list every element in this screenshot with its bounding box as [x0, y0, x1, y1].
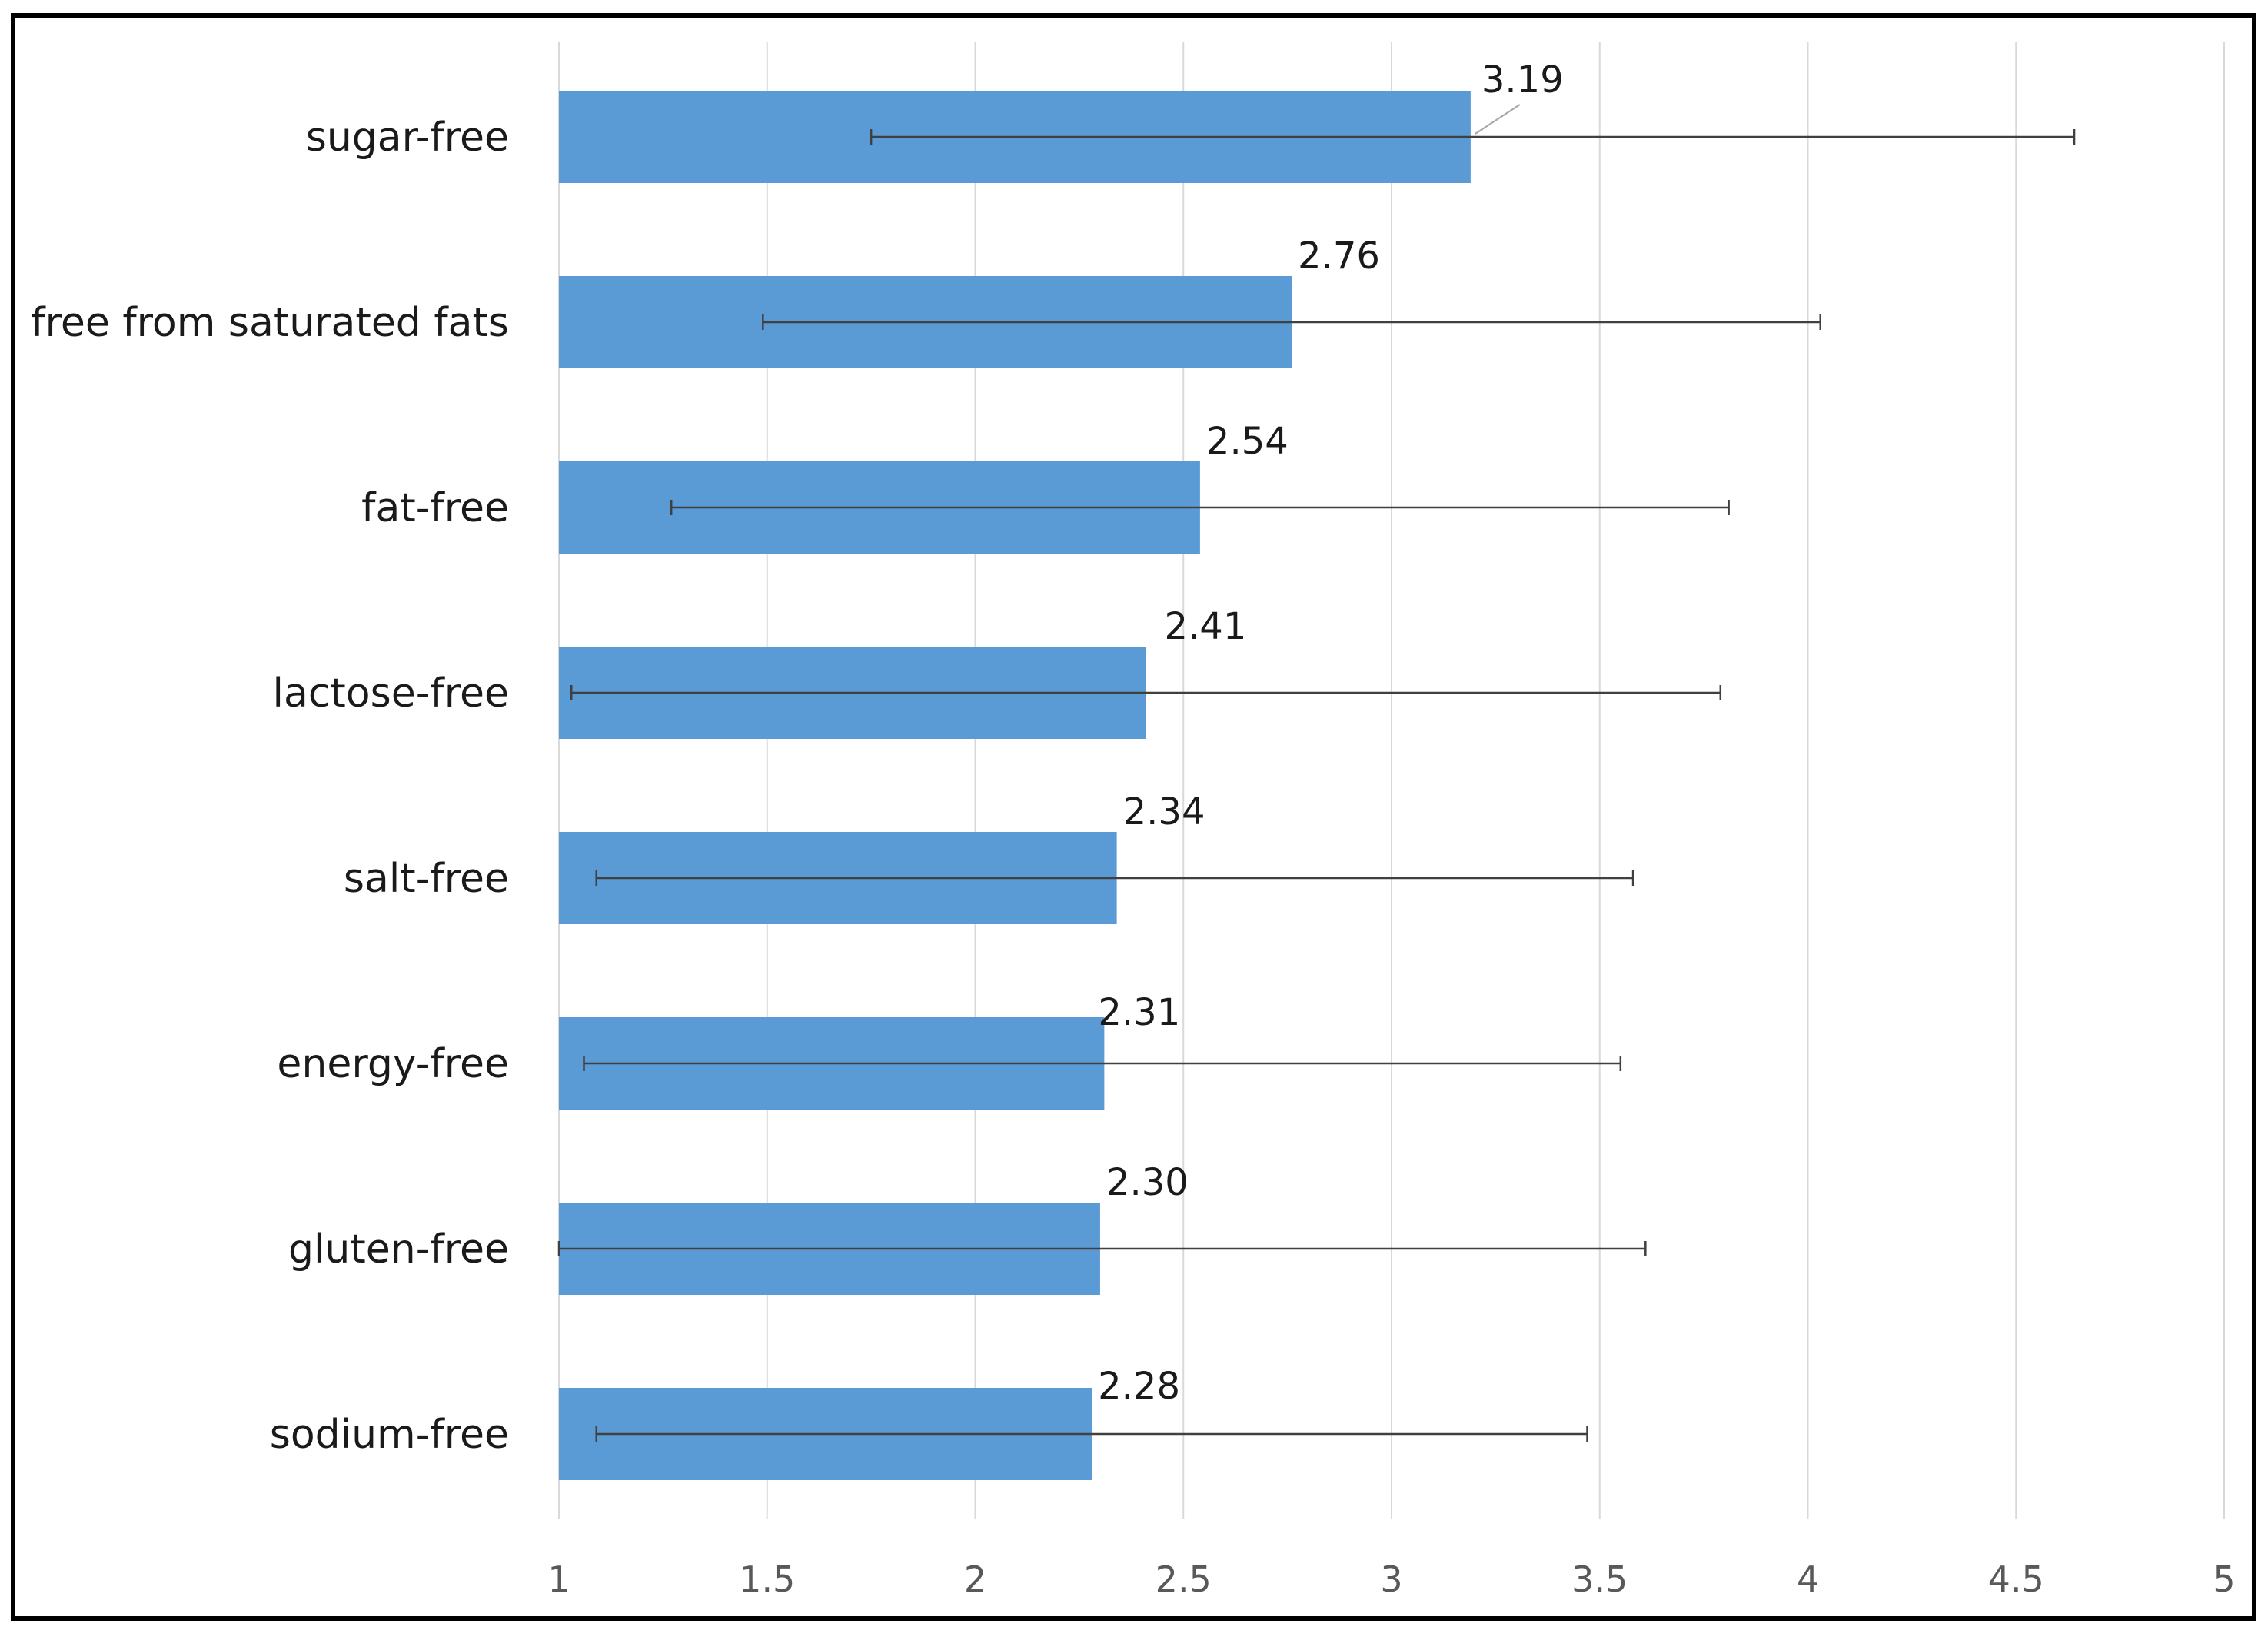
value-label: 2.41 [1165, 605, 1247, 648]
x-tick-label: 4.5 [1988, 1559, 2044, 1600]
category-label: energy-free [277, 1041, 509, 1087]
category-labels: sugar-free free from saturated fats fat-fr… [31, 115, 509, 1458]
category-label: sugar-free [306, 115, 509, 161]
gridlines [558, 42, 2225, 1519]
value-label: 2.76 [1298, 235, 1380, 278]
value-labels: 3.19 2.76 2.54 2.41 2.34 2.31 2.30 2.28 [1098, 58, 1564, 1408]
x-tick-label: 2.5 [1156, 1559, 1212, 1600]
value-label: 2.34 [1123, 790, 1205, 833]
category-label: free from saturated fats [31, 300, 509, 346]
x-tick-label: 4 [1797, 1559, 1819, 1600]
x-tick-label: 2 [964, 1559, 986, 1600]
value-label: 3.19 [1482, 58, 1564, 101]
value-label: 2.30 [1106, 1161, 1189, 1204]
value-label: 2.54 [1206, 420, 1289, 463]
category-label: gluten-free [288, 1226, 509, 1273]
bars [559, 91, 1471, 1480]
category-label: salt-free [344, 856, 509, 902]
category-label: fat-free [361, 485, 509, 531]
x-tick-label: 1.5 [739, 1559, 795, 1600]
x-tick-label: 5 [2213, 1559, 2235, 1600]
value-label-leader [1475, 104, 1521, 135]
category-label: lactose-free [273, 670, 509, 717]
x-tick-label: 1 [547, 1559, 570, 1600]
x-axis-tick-labels: 1 1.5 2 2.5 3 3.5 4 4.5 5 [547, 1559, 2235, 1600]
value-label: 2.31 [1098, 991, 1180, 1034]
x-tick-label: 3.5 [1571, 1559, 1628, 1600]
category-label: sodium-free [270, 1412, 509, 1458]
x-tick-label: 3 [1380, 1559, 1402, 1600]
value-label: 2.28 [1098, 1365, 1180, 1408]
error-bars [557, 129, 2076, 1442]
